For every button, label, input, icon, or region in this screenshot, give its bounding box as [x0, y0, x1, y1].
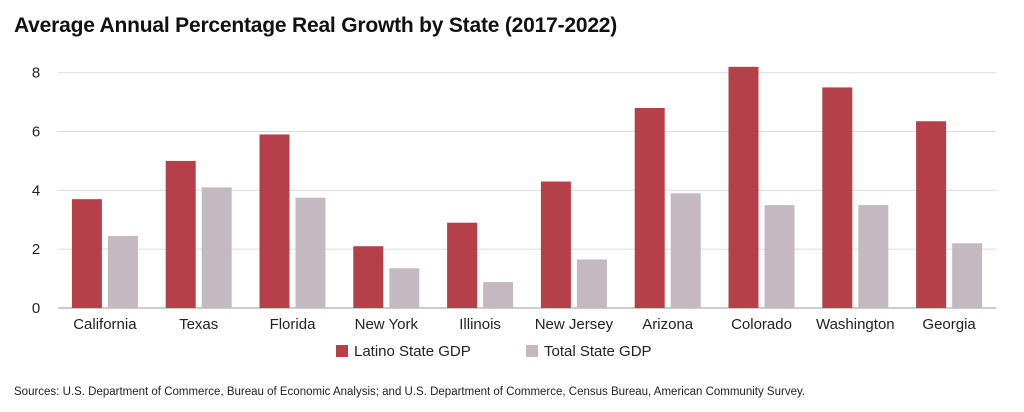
bar-total-gdp: [107, 235, 138, 308]
x-category-label: Colorado: [731, 316, 792, 333]
bar-total-gdp: [764, 205, 795, 308]
bar-total-gdp: [858, 205, 889, 308]
bar-latino-gdp: [540, 181, 571, 308]
bar-latino-gdp: [259, 134, 290, 308]
legend-latino-label: Latino State GDP: [354, 343, 471, 360]
y-tick-label: 4: [32, 182, 40, 199]
y-tick-label: 8: [32, 65, 40, 82]
x-category-label: Washington: [816, 316, 895, 333]
bar-total-gdp: [201, 187, 232, 308]
x-category-label: California: [73, 316, 137, 333]
legend-total-swatch: [526, 345, 538, 357]
bar-total-gdp: [952, 243, 983, 308]
legend-latino-swatch: [336, 345, 348, 357]
bar-total-gdp: [483, 282, 514, 308]
chart-title: Average Annual Percentage Real Growth by…: [14, 14, 618, 37]
source-note: Sources: U.S. Department of Commerce, Bu…: [14, 386, 806, 398]
bar-latino-gdp: [728, 66, 759, 308]
y-tick-label: 6: [32, 124, 40, 141]
x-axis-labels: California Texas Florida New York Illinois Ne…: [73, 316, 976, 333]
y-axis-ticks: 0 2 4 6 8: [32, 65, 40, 317]
bar-latino-gdp: [353, 246, 384, 308]
x-category-label: Illinois: [459, 316, 501, 333]
x-category-label: Arizona: [642, 316, 694, 333]
bar-total-gdp: [295, 197, 326, 308]
x-category-label: Texas: [179, 316, 218, 333]
x-category-label: New Jersey: [535, 316, 614, 333]
bar-latino-gdp: [165, 160, 196, 308]
gridlines: [58, 72, 996, 309]
x-category-label: New York: [355, 316, 419, 333]
bar-latino-gdp: [822, 87, 853, 308]
bar-total-gdp: [576, 259, 607, 308]
x-category-label: Georgia: [922, 316, 976, 333]
y-tick-label: 0: [32, 300, 40, 317]
legend-total-label: Total State GDP: [544, 343, 652, 360]
y-tick-label: 2: [32, 241, 40, 258]
bar-latino-gdp: [634, 108, 665, 308]
bar-latino-gdp: [447, 222, 478, 308]
bar-total-gdp: [389, 268, 420, 308]
bar-latino-gdp: [916, 121, 947, 308]
legend: Latino State GDP Total State GDP: [336, 343, 652, 360]
bar-total-gdp: [670, 193, 701, 308]
bar-latino-gdp: [71, 199, 102, 308]
x-category-label: Florida: [270, 316, 317, 333]
bars: [71, 66, 983, 308]
